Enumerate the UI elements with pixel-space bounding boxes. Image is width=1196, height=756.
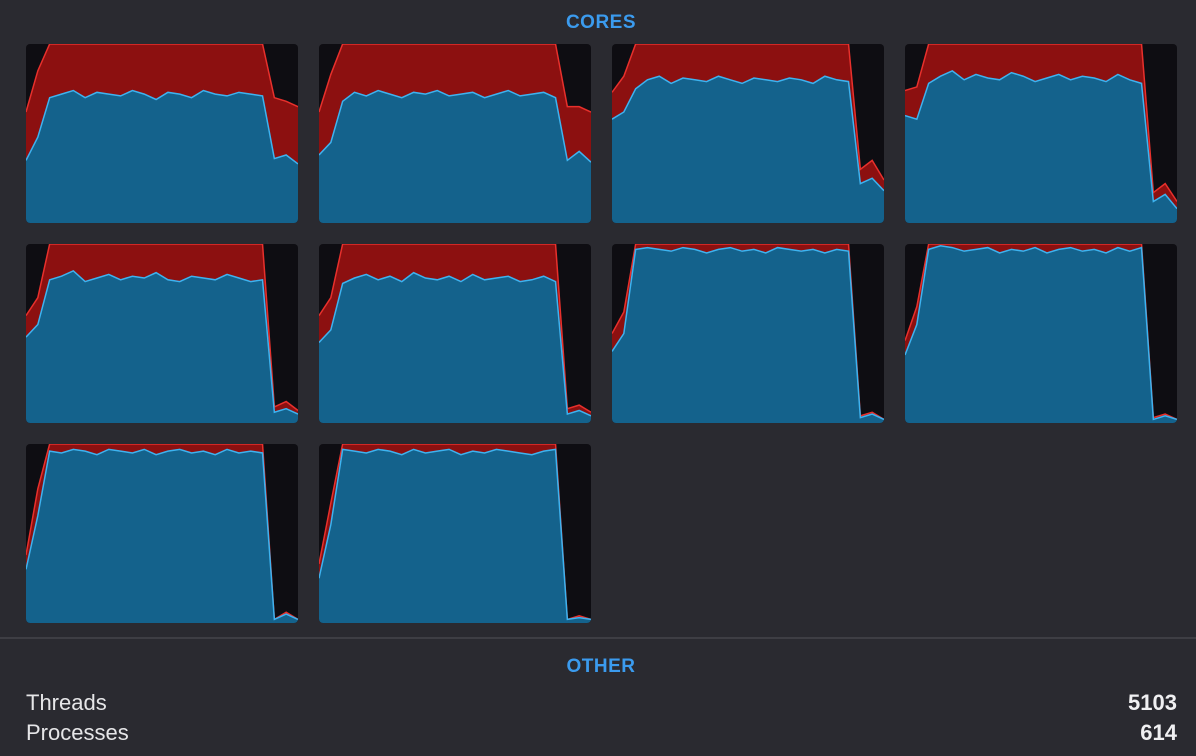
plot	[26, 444, 298, 623]
user-area	[612, 247, 884, 423]
plot	[905, 44, 1177, 223]
plot	[319, 44, 591, 223]
section-title: OTHER	[567, 656, 636, 677]
core-chart	[905, 44, 1177, 223]
user-area	[905, 245, 1177, 423]
core-chart	[26, 444, 298, 623]
plot	[319, 244, 591, 423]
core-chart	[612, 44, 884, 223]
system-area	[319, 44, 591, 163]
system-area	[26, 244, 298, 415]
user-area	[319, 449, 591, 623]
section-title: CORES	[566, 12, 636, 33]
core-charts	[26, 44, 1177, 623]
user-area	[26, 449, 298, 623]
stat-label: Processes	[26, 720, 129, 745]
user-line	[905, 69, 1177, 210]
system-area	[612, 44, 884, 191]
core-chart	[26, 44, 298, 223]
plot	[612, 244, 884, 423]
user-line	[319, 271, 591, 417]
stat-value: 5103	[1128, 690, 1177, 715]
user-line	[26, 448, 298, 621]
core-chart	[319, 244, 591, 423]
user-area	[612, 76, 884, 223]
plot	[26, 244, 298, 423]
user-area	[319, 90, 591, 223]
user-line	[612, 246, 884, 421]
plot	[905, 244, 1177, 423]
user-line	[319, 89, 591, 163]
core-chart	[612, 244, 884, 423]
core-chart	[319, 44, 591, 223]
stat-value: 614	[1140, 720, 1177, 745]
user-area	[905, 70, 1177, 223]
user-line	[612, 75, 884, 192]
core-chart	[319, 444, 591, 623]
system-area	[26, 44, 298, 164]
user-area	[319, 272, 591, 423]
user-line	[319, 448, 591, 621]
user-line	[905, 245, 1177, 421]
core-chart	[26, 244, 298, 423]
user-area	[26, 270, 298, 423]
user-line	[26, 269, 298, 415]
stat-label: Threads	[26, 690, 107, 715]
stats: Threads 5103 Processes 614	[26, 690, 1178, 745]
user-line	[26, 89, 298, 165]
plot	[612, 44, 884, 223]
system-area	[905, 44, 1177, 209]
plot	[319, 444, 591, 623]
plot	[26, 44, 298, 223]
user-area	[26, 90, 298, 223]
core-chart	[905, 244, 1177, 423]
